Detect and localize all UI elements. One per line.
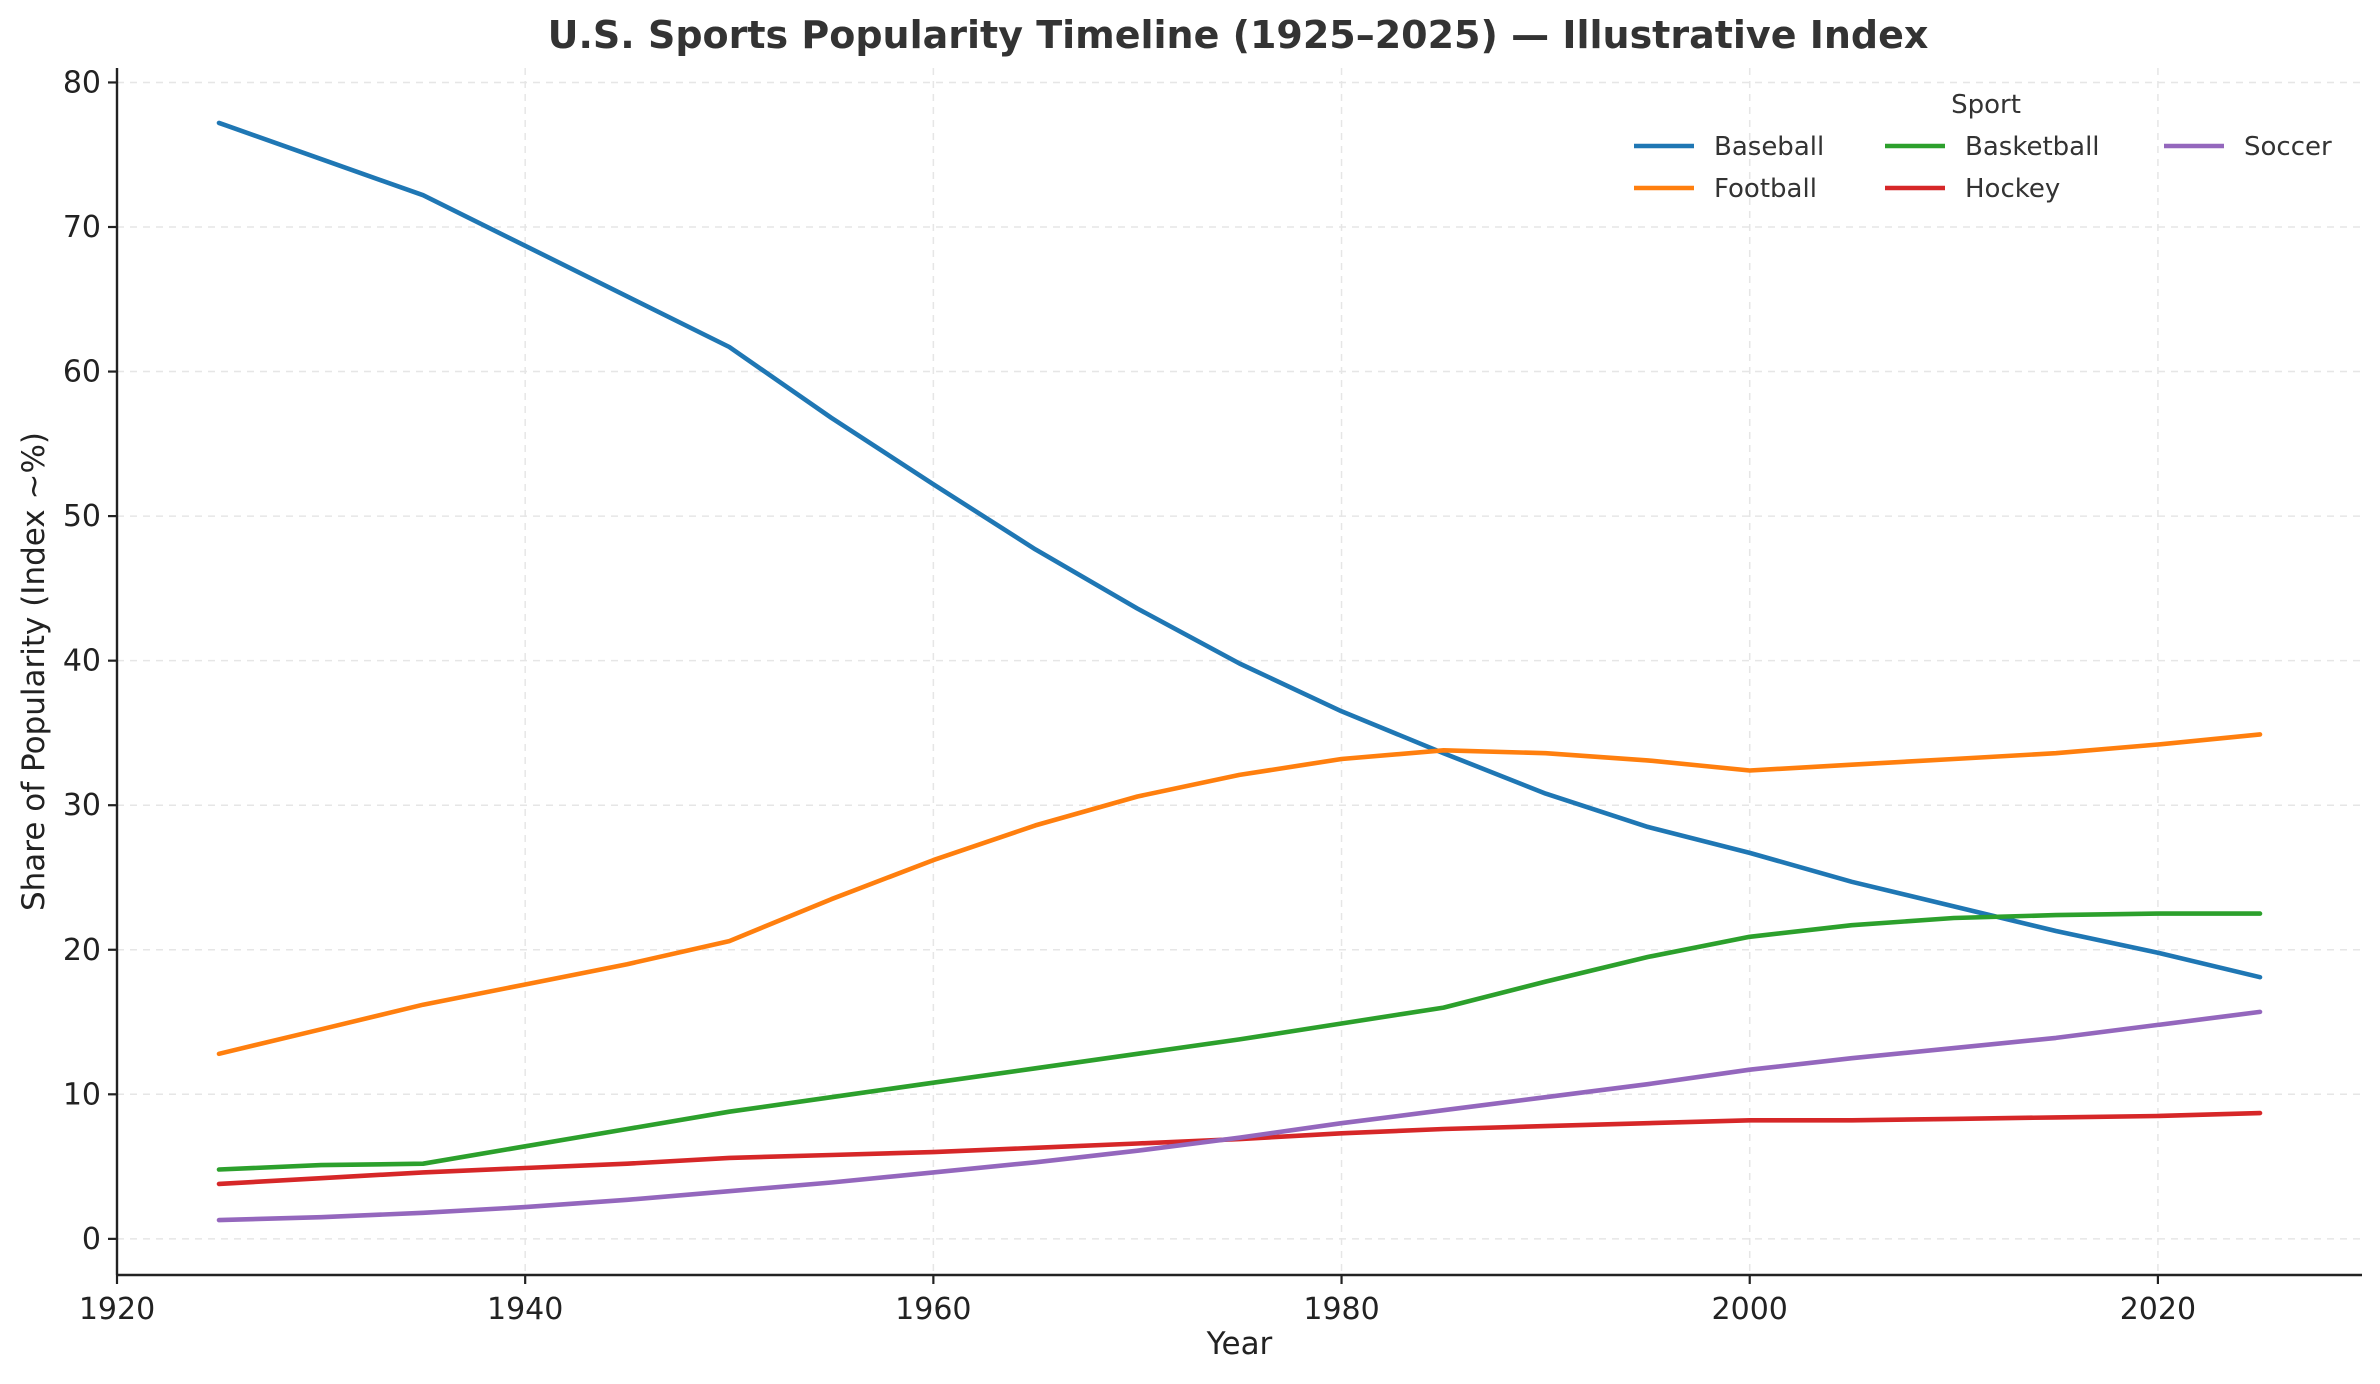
y-tick-label: 50 [63,499,101,534]
y-tick-label: 0 [82,1222,101,1257]
legend-label-soccer: Soccer [2244,132,2332,162]
legend-label-football: Football [1714,174,1817,204]
legend-title: Sport [1951,90,2021,120]
series-line-baseball [216,120,2263,980]
series-line-soccer [216,1009,2263,1223]
series-line-basketball [216,911,2263,1172]
series-line-football [216,732,2263,1057]
y-axis-title: Share of Popularity (Index ~%) [16,432,52,911]
legend-label-basketball: Basketball [1965,132,2100,162]
ticks: 0 10 20 30 40 50 60 70 80 1920 1940 1960 1980 2000 202… [63,65,2196,1327]
y-tick-label: 20 [63,933,101,968]
x-tick-label: 1940 [487,1292,563,1327]
gridlines [116,68,2362,1275]
axes [115,68,2362,1277]
y-tick-label: 80 [63,65,101,100]
legend: Sport Baseball Football Basketball Hockey So… [1634,90,2332,204]
y-tick-label: 10 [63,1077,101,1112]
x-tick-label: 1980 [1303,1292,1379,1327]
legend-label-hockey: Hockey [1965,174,2060,204]
y-tick-label: 40 [63,644,101,679]
y-tick-label: 70 [63,210,101,245]
legend-label-baseball: Baseball [1714,132,1824,162]
y-tick-label: 60 [63,355,101,390]
chart-title: U.S. Sports Popularity Timeline (1925–20… [548,13,1929,57]
x-tick-label: 1960 [895,1292,971,1327]
x-axis-title: Year [1206,1326,1273,1362]
x-tick-label: 2000 [1712,1292,1788,1327]
x-tick-label: 2020 [2120,1292,2196,1327]
series-lines [216,120,2263,1223]
x-tick-label: 1920 [79,1292,155,1327]
y-tick-label: 30 [63,788,101,823]
